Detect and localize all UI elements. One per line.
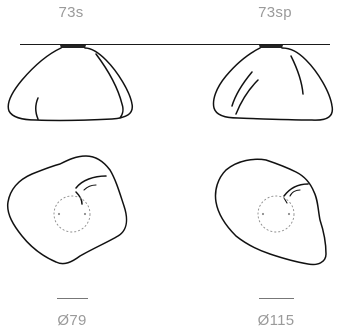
side-view-73sp (212, 45, 334, 121)
side-view-73s (7, 45, 134, 122)
lamp-top-fold-1 (75, 175, 107, 189)
lamp-top-fold-1 (283, 183, 309, 197)
lamp-side-outline (7, 47, 134, 122)
mounting-hole (57, 212, 61, 216)
lamp-top-fold-2 (289, 189, 301, 197)
canopy-mount (60, 45, 86, 48)
lamp-top-fold-3 (83, 184, 97, 191)
mounting-hole (83, 212, 87, 216)
canopy-mount (259, 45, 283, 48)
mounting-hole (261, 212, 265, 216)
top-view-73sp (214, 158, 327, 266)
lamp-side-fold-2 (231, 71, 253, 107)
lamp-top-fold-3 (283, 197, 288, 204)
lamp-side-fold-3 (235, 79, 259, 115)
model-label-73sp: 73sp (258, 4, 292, 21)
diameter-label-73s: Ø79 (57, 312, 87, 329)
mounting-circle (257, 195, 295, 233)
lamp-top-outline (214, 158, 327, 266)
mounting-hole (287, 212, 291, 216)
lamp-side-fold-2 (35, 97, 39, 120)
lamp-side-fold-1 (290, 55, 304, 95)
top-view-73s (6, 155, 128, 265)
model-label-73s: 73s (58, 4, 84, 21)
lamp-side-fold-1 (95, 53, 124, 119)
mounting-circle (53, 195, 91, 233)
lamp-top-outline (6, 155, 128, 265)
lamp-side-outline (212, 47, 334, 121)
diameter-label-73sp: Ø115 (257, 312, 295, 329)
